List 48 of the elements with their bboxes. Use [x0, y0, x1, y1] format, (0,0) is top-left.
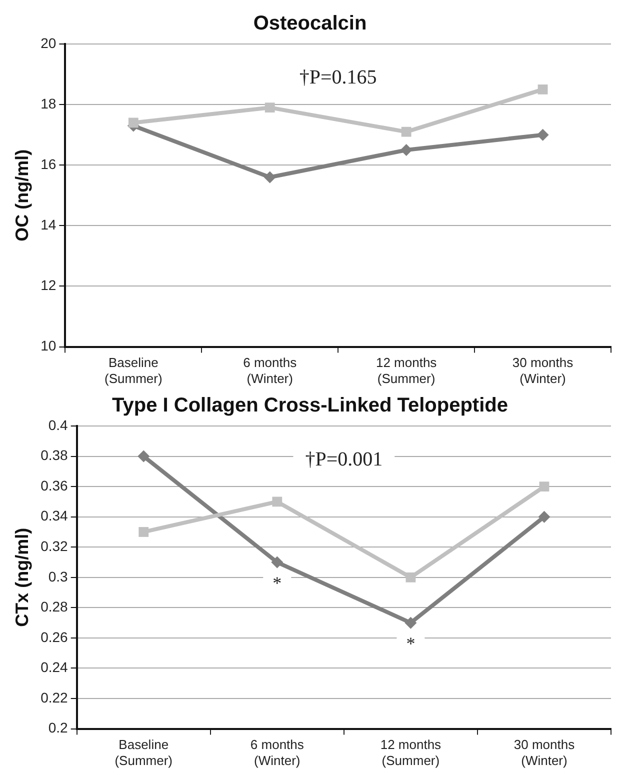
point — [138, 527, 149, 537]
y-tick-label: 10 — [40, 338, 56, 354]
y-tick-label: 18 — [40, 95, 56, 112]
y-tick-label: 14 — [40, 216, 56, 233]
annotation: * — [272, 572, 282, 593]
chart-title: Osteocalcin — [253, 12, 367, 35]
y-axis-title: CTx (ng/ml) — [12, 528, 32, 627]
point — [271, 556, 284, 568]
y-tick-label: 0.24 — [40, 659, 68, 676]
point — [538, 510, 550, 523]
y-tick-label: 0.28 — [40, 598, 68, 615]
point — [406, 572, 416, 582]
x-tick-label: 30 months (Winter) — [512, 355, 574, 386]
y-tick-label: 0.2 — [48, 720, 68, 736]
point — [538, 84, 548, 94]
x-tick-label: 12 months (Summer) — [376, 355, 438, 386]
y-tick-label: 20 — [40, 34, 56, 51]
y-tick-label: 12 — [40, 277, 56, 294]
y-tick-label: 0.32 — [40, 538, 68, 554]
annotation: †P=0.165 — [299, 66, 377, 89]
x-tick-label: 6 months (Winter) — [243, 355, 298, 386]
point — [536, 128, 549, 141]
x-tick-label: 30 months (Winter) — [514, 737, 576, 768]
point — [539, 482, 550, 492]
annotation: †P=0.001 — [305, 448, 383, 471]
point — [272, 496, 282, 507]
y-tick-label: 0.36 — [40, 477, 68, 494]
point — [264, 171, 276, 184]
annotation: * — [406, 634, 416, 654]
point — [138, 450, 150, 462]
y-tick-label: 0.26 — [40, 628, 68, 645]
point — [404, 616, 417, 629]
point — [128, 118, 138, 128]
point — [401, 126, 412, 137]
point — [264, 102, 275, 113]
y-tick-label: 0.3 — [48, 568, 68, 584]
y-tick-label: 0.38 — [40, 447, 68, 464]
x-tick-label: 12 months (Summer) — [380, 737, 442, 768]
y-tick-label: 0.4 — [48, 416, 68, 433]
y-axis-title: OC (ng/ml) — [12, 149, 32, 242]
x-tick-label: Baseline (Summer) — [104, 355, 162, 386]
x-tick-label: Baseline (Summer) — [114, 737, 173, 768]
chart-title: Type I Collagen Cross-Linked Telopeptide — [112, 394, 508, 417]
y-tick-label: 0.34 — [40, 508, 68, 524]
x-tick-label: 6 months (Winter) — [250, 737, 304, 768]
y-tick-label: 16 — [40, 156, 56, 172]
point — [400, 144, 412, 156]
y-tick-label: 0.22 — [40, 689, 68, 706]
